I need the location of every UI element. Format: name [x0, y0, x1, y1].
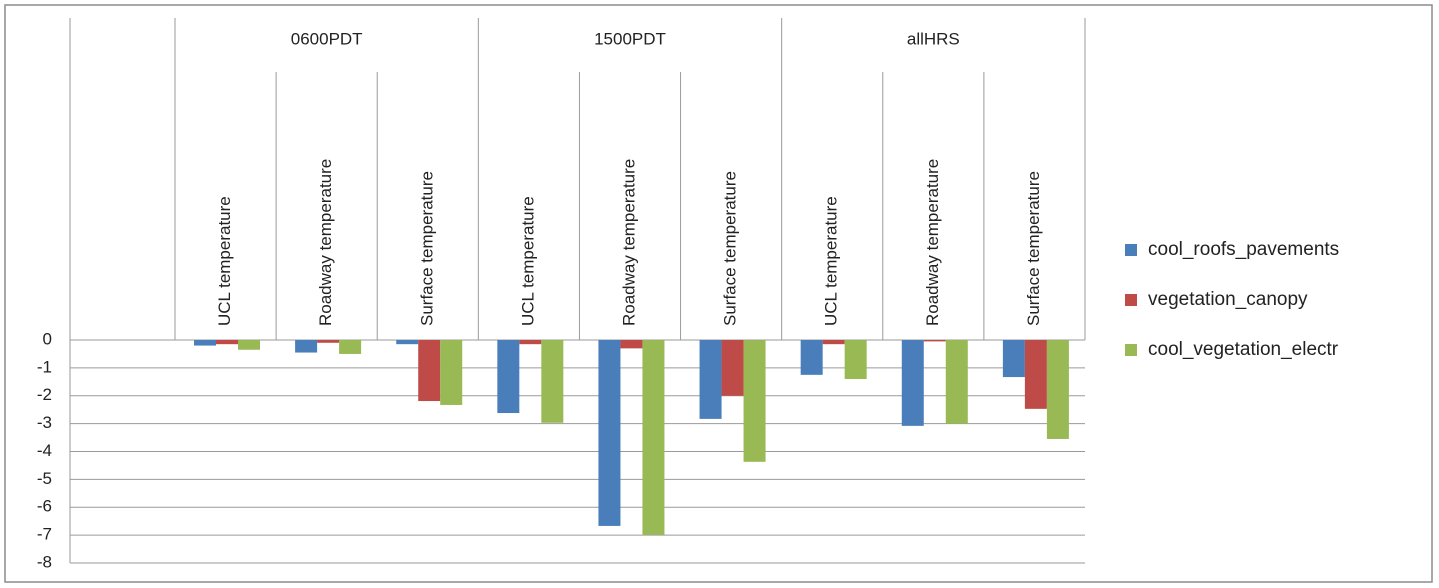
- bar: [497, 340, 520, 414]
- y-tick-label: 0: [43, 329, 52, 348]
- x-tick-label: Surface temperature: [1024, 171, 1043, 326]
- x-tick-label: UCL temperature: [822, 196, 841, 326]
- y-tick-label: -4: [37, 441, 52, 460]
- chart-border: [4, 4, 1433, 583]
- bar: [1024, 340, 1047, 409]
- bar: [945, 340, 968, 424]
- bar: [1002, 340, 1025, 378]
- y-tick-label: -8: [37, 552, 52, 571]
- bar: [901, 340, 924, 426]
- bar: [541, 340, 564, 423]
- x-tick-label: Surface temperature: [417, 171, 436, 326]
- x-tick-label: Roadway temperature: [619, 159, 638, 326]
- bar: [216, 340, 238, 345]
- bar: [418, 340, 441, 402]
- x-tick-label: UCL temperature: [518, 196, 537, 326]
- group-label: 1500PDT: [594, 29, 666, 48]
- bar: [238, 340, 260, 350]
- x-tick-label: Surface temperature: [721, 171, 740, 326]
- bar: [844, 340, 867, 380]
- y-tick-label: -1: [37, 357, 52, 376]
- bar: [317, 340, 340, 343]
- bar: [295, 340, 318, 353]
- legend-swatch: [1125, 344, 1137, 356]
- bar: [822, 340, 845, 345]
- bar: [721, 340, 744, 396]
- bar: [923, 340, 946, 342]
- bar: [642, 340, 665, 535]
- bar: [620, 340, 643, 349]
- bar: [396, 340, 419, 345]
- bar: [1046, 340, 1069, 439]
- bar: [440, 340, 463, 405]
- y-tick-label: -3: [37, 413, 52, 432]
- bar: [699, 340, 722, 419]
- y-tick-label: -5: [37, 469, 52, 488]
- y-tick-label: -6: [37, 497, 52, 516]
- legend-label: vegetation_canopy: [1148, 289, 1308, 310]
- bar: [743, 340, 766, 462]
- x-tick-label: Roadway temperature: [923, 159, 942, 326]
- legend-swatch: [1125, 244, 1137, 256]
- y-tick-label: -2: [37, 385, 52, 404]
- bar: [598, 340, 621, 526]
- group-label: allHRS: [907, 29, 960, 48]
- legend-label: cool_roofs_pavements: [1148, 239, 1339, 260]
- bar: [339, 340, 362, 354]
- x-tick-label: UCL temperature: [215, 196, 234, 326]
- bar: [194, 340, 216, 346]
- legend-swatch: [1125, 294, 1137, 306]
- bar: [519, 340, 542, 345]
- x-tick-label: Roadway temperature: [316, 159, 335, 326]
- legend-label: cool_vegetation_electr: [1148, 339, 1339, 360]
- bar: [800, 340, 823, 375]
- group-label: 0600PDT: [291, 29, 363, 48]
- y-tick-label: -7: [37, 525, 52, 544]
